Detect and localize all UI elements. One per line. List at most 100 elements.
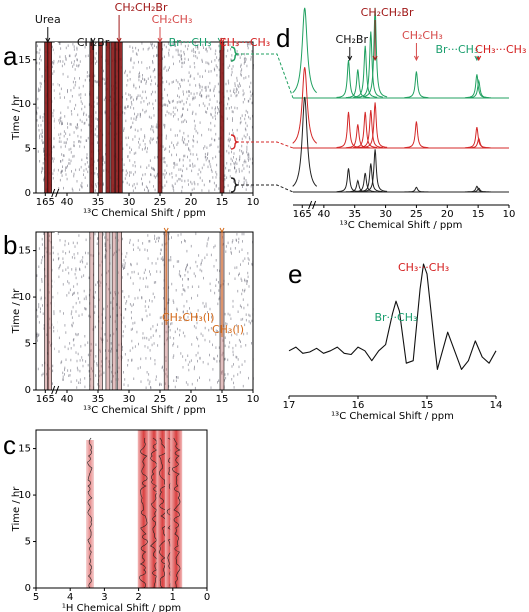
- noise: [221, 371, 223, 374]
- noise: [184, 179, 186, 183]
- noise: [224, 185, 226, 189]
- noise: [141, 148, 143, 151]
- noise: [164, 126, 166, 129]
- noise: [225, 322, 227, 325]
- noise: [154, 68, 156, 72]
- noise: [201, 133, 203, 137]
- noise: [146, 166, 148, 169]
- noise: [132, 346, 134, 350]
- noise: [100, 360, 102, 363]
- noise: [84, 105, 86, 109]
- noise: [140, 80, 142, 84]
- noise: [130, 262, 132, 266]
- noise: [61, 122, 63, 125]
- noise: [149, 313, 151, 316]
- noise: [228, 132, 230, 135]
- noise: [240, 277, 242, 281]
- noise: [130, 59, 132, 62]
- noise: [197, 379, 198, 382]
- noise: [37, 339, 38, 342]
- noise: [210, 165, 212, 168]
- noise: [227, 43, 229, 46]
- noise: [148, 373, 150, 376]
- noise: [70, 312, 72, 316]
- x-tick-label: 165: [36, 197, 55, 208]
- noise: [244, 288, 246, 292]
- noise: [246, 133, 248, 136]
- noise: [38, 87, 39, 91]
- noise: [66, 138, 68, 141]
- arrow-head: [220, 37, 226, 44]
- noise: [37, 106, 39, 110]
- noise: [182, 120, 184, 123]
- noise: [166, 69, 168, 72]
- noise: [86, 75, 88, 78]
- noise: [87, 363, 89, 367]
- noise: [203, 305, 205, 308]
- noise: [192, 165, 194, 168]
- noise: [175, 106, 177, 109]
- noise: [243, 57, 245, 61]
- noise: [212, 327, 214, 330]
- noise: [251, 262, 253, 266]
- noise: [49, 252, 51, 255]
- noise: [209, 162, 211, 166]
- noise: [199, 357, 201, 360]
- x-tick-label: 25: [410, 209, 423, 220]
- noise: [217, 381, 218, 384]
- noise: [150, 327, 152, 331]
- noise: [72, 43, 74, 46]
- noise: [157, 344, 159, 347]
- noise: [210, 386, 212, 389]
- noise: [78, 314, 80, 317]
- noise: [82, 84, 84, 88]
- noise: [232, 353, 234, 357]
- noise: [242, 152, 244, 155]
- noise: [135, 116, 137, 119]
- noise: [236, 43, 238, 47]
- noise: [214, 108, 216, 111]
- noise: [227, 330, 229, 334]
- noise: [137, 246, 139, 249]
- noise: [41, 128, 43, 132]
- x-tick-label: 35: [92, 394, 105, 405]
- noise: [206, 146, 208, 149]
- bracket: [230, 177, 239, 193]
- noise: [213, 357, 215, 360]
- noise: [52, 160, 54, 163]
- noise: [240, 263, 241, 266]
- noise: [202, 301, 204, 305]
- noise: [170, 128, 172, 131]
- noise: [67, 44, 69, 47]
- noise: [166, 180, 168, 184]
- noise: [178, 260, 180, 263]
- noise: [230, 48, 232, 51]
- noise: [232, 110, 234, 114]
- noise: [73, 48, 75, 51]
- noise: [83, 289, 85, 293]
- noise: [71, 268, 73, 271]
- noise: [90, 342, 92, 346]
- noise: [52, 251, 54, 255]
- noise: [199, 268, 201, 272]
- noise: [243, 183, 245, 186]
- noise: [74, 272, 76, 276]
- noise: [195, 112, 197, 116]
- noise: [251, 162, 253, 165]
- noise: [102, 338, 104, 341]
- noise: [59, 121, 61, 125]
- noise: [52, 295, 54, 299]
- noise: [230, 162, 232, 166]
- noise: [96, 96, 98, 99]
- contour-line: [87, 437, 93, 589]
- noise: [201, 166, 203, 170]
- noise: [182, 284, 184, 287]
- axis-break: [51, 188, 60, 198]
- noise: [230, 247, 232, 250]
- noise: [194, 386, 196, 390]
- noise: [207, 238, 209, 242]
- noise: [52, 258, 54, 262]
- spectrum-peak: [353, 45, 378, 98]
- noise: [73, 86, 75, 90]
- noise: [149, 66, 151, 69]
